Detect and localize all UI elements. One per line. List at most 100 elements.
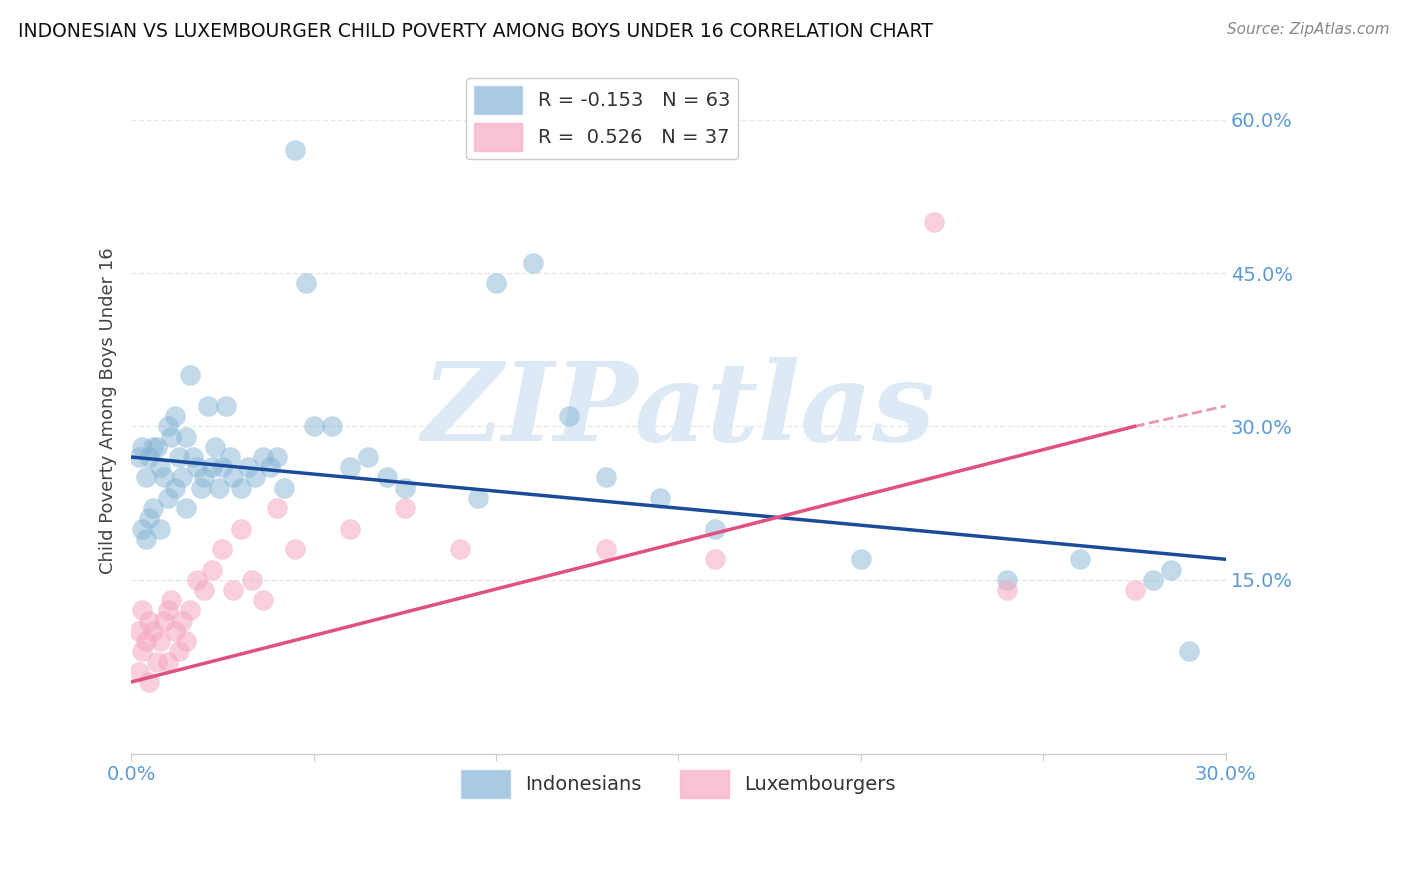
Point <box>704 552 727 566</box>
Point <box>200 460 222 475</box>
Point <box>138 450 160 464</box>
Point <box>149 460 172 475</box>
Point <box>558 409 581 424</box>
Point <box>357 450 380 464</box>
Point <box>215 399 238 413</box>
Point <box>229 522 252 536</box>
Point <box>163 481 186 495</box>
Point <box>135 532 157 546</box>
Point <box>131 603 153 617</box>
Point <box>704 522 727 536</box>
Point <box>211 542 233 557</box>
Point <box>200 562 222 576</box>
Point <box>149 634 172 648</box>
Point <box>179 368 201 383</box>
Point <box>302 419 325 434</box>
Point <box>849 552 872 566</box>
Point <box>186 573 208 587</box>
Point <box>142 501 165 516</box>
Point <box>995 582 1018 597</box>
Point <box>138 511 160 525</box>
Point <box>595 470 617 484</box>
Text: INDONESIAN VS LUXEMBOURGER CHILD POVERTY AMONG BOYS UNDER 16 CORRELATION CHART: INDONESIAN VS LUXEMBOURGER CHILD POVERTY… <box>18 22 934 41</box>
Point <box>160 593 183 607</box>
Point <box>295 277 318 291</box>
Point <box>131 522 153 536</box>
Point <box>193 470 215 484</box>
Text: ZIPatlas: ZIPatlas <box>422 358 935 465</box>
Point <box>650 491 672 505</box>
Point <box>163 409 186 424</box>
Point <box>252 450 274 464</box>
Point <box>467 491 489 505</box>
Point <box>131 440 153 454</box>
Point <box>995 573 1018 587</box>
Point <box>181 450 204 464</box>
Point <box>128 450 150 464</box>
Point <box>128 665 150 679</box>
Point <box>138 614 160 628</box>
Text: Source: ZipAtlas.com: Source: ZipAtlas.com <box>1226 22 1389 37</box>
Point <box>273 481 295 495</box>
Point <box>522 256 544 270</box>
Point <box>240 573 263 587</box>
Point <box>375 470 398 484</box>
Point <box>153 470 176 484</box>
Point <box>146 440 169 454</box>
Point <box>321 419 343 434</box>
Point <box>922 215 945 229</box>
Point <box>156 603 179 617</box>
Point <box>266 501 288 516</box>
Point <box>193 582 215 597</box>
Point <box>135 470 157 484</box>
Point <box>186 460 208 475</box>
Point <box>1123 582 1146 597</box>
Point <box>222 582 245 597</box>
Point <box>394 481 416 495</box>
Y-axis label: Child Poverty Among Boys Under 16: Child Poverty Among Boys Under 16 <box>100 248 117 574</box>
Point <box>153 614 176 628</box>
Point <box>252 593 274 607</box>
Point <box>284 144 307 158</box>
Point <box>167 644 190 658</box>
Point <box>142 624 165 638</box>
Point <box>160 429 183 443</box>
Point <box>339 460 361 475</box>
Point <box>156 491 179 505</box>
Point <box>208 481 231 495</box>
Point <box>1069 552 1091 566</box>
Point <box>1178 644 1201 658</box>
Legend: Indonesians, Luxembourgers: Indonesians, Luxembourgers <box>453 763 904 805</box>
Point <box>259 460 281 475</box>
Point <box>222 470 245 484</box>
Point <box>211 460 233 475</box>
Point <box>172 470 194 484</box>
Point <box>190 481 212 495</box>
Point <box>449 542 471 557</box>
Point <box>128 624 150 638</box>
Point <box>1160 562 1182 576</box>
Point <box>156 655 179 669</box>
Point <box>204 440 226 454</box>
Point <box>131 644 153 658</box>
Point <box>179 603 201 617</box>
Point <box>266 450 288 464</box>
Point <box>245 470 267 484</box>
Point <box>174 634 197 648</box>
Point <box>197 399 219 413</box>
Point <box>172 614 194 628</box>
Point <box>174 501 197 516</box>
Point <box>163 624 186 638</box>
Point <box>142 440 165 454</box>
Point <box>1142 573 1164 587</box>
Point <box>339 522 361 536</box>
Point <box>174 429 197 443</box>
Point <box>149 522 172 536</box>
Point <box>146 655 169 669</box>
Point <box>156 419 179 434</box>
Point <box>236 460 259 475</box>
Point <box>218 450 240 464</box>
Point <box>485 277 508 291</box>
Point <box>167 450 190 464</box>
Point <box>394 501 416 516</box>
